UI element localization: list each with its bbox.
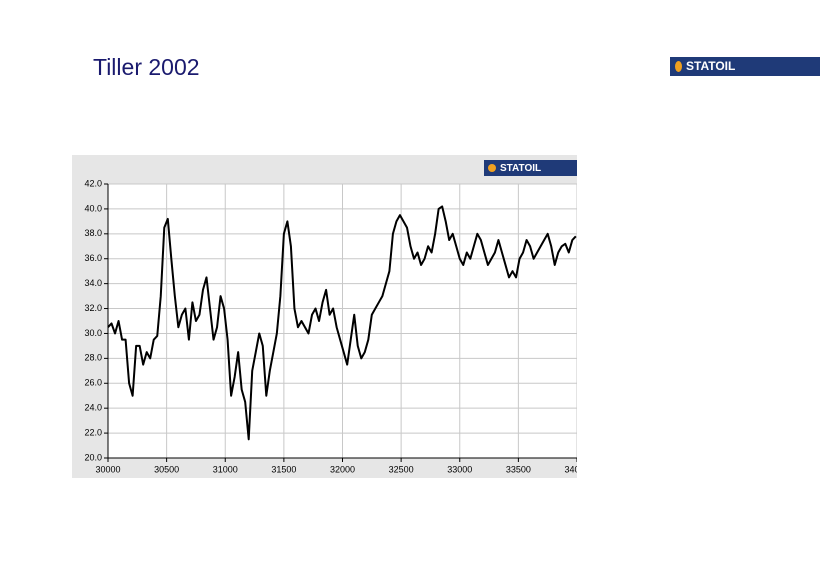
- x-tick-label: 33000: [447, 464, 472, 474]
- x-tick-label: 34000: [564, 464, 577, 474]
- y-tick-label: 30.0: [84, 328, 102, 338]
- y-tick-label: 26.0: [84, 378, 102, 388]
- logo: STATOIL: [670, 57, 820, 76]
- y-tick-label: 20.0: [84, 452, 102, 462]
- x-tick-label: 32000: [330, 464, 355, 474]
- chart-logo-icon: [488, 164, 496, 172]
- y-tick-label: 42.0: [84, 178, 102, 188]
- y-tick-label: 40.0: [84, 203, 102, 213]
- x-tick-label: 31500: [271, 464, 296, 474]
- chart-logo: STATOIL: [500, 163, 541, 174]
- y-tick-label: 36.0: [84, 253, 102, 263]
- x-tick-label: 30500: [154, 464, 179, 474]
- y-tick-label: 38.0: [84, 228, 102, 238]
- y-tick-label: 28.0: [84, 353, 102, 363]
- data-line: [107, 205, 577, 441]
- y-tick-label: 32.0: [84, 303, 102, 313]
- y-tick-label: 22.0: [84, 427, 102, 437]
- x-tick-label: 32500: [389, 464, 414, 474]
- x-tick-label: 33500: [506, 464, 531, 474]
- x-tick-label: 31000: [213, 464, 238, 474]
- y-tick-label: 34.0: [84, 278, 102, 288]
- chart-logo-bg: [484, 160, 577, 176]
- x-tick-label: 30000: [95, 464, 120, 474]
- slide-title: Tiller 2002: [93, 54, 200, 80]
- y-tick-label: 24.0: [84, 403, 102, 413]
- chart: STATOIL 20.0 22.0 24.0 26.0 28.0 30.0 32.0 34.0…: [72, 155, 577, 478]
